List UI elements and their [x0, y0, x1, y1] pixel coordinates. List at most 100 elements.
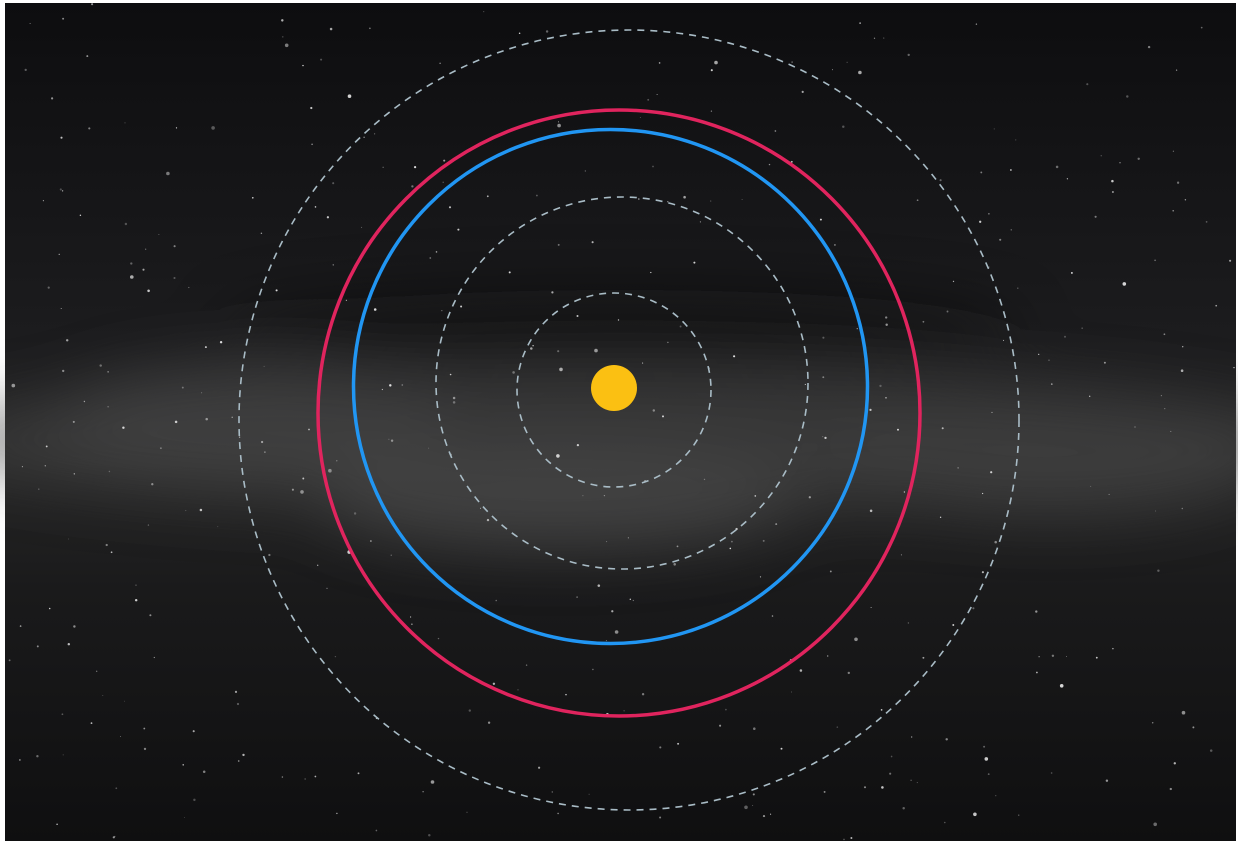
star — [1157, 569, 1160, 572]
star — [430, 780, 435, 784]
star — [185, 510, 187, 512]
star — [824, 436, 827, 440]
star — [771, 615, 774, 617]
star — [733, 355, 736, 358]
star — [413, 165, 417, 169]
star — [1111, 190, 1114, 194]
star — [166, 171, 170, 176]
star — [234, 690, 238, 694]
star — [204, 346, 207, 349]
star — [1112, 647, 1114, 650]
star — [759, 576, 762, 578]
star — [880, 709, 883, 711]
star — [995, 795, 997, 797]
star — [939, 179, 942, 182]
star — [719, 724, 722, 727]
star — [382, 166, 384, 168]
star — [753, 727, 756, 730]
star — [623, 710, 625, 712]
star — [1050, 383, 1053, 385]
star — [441, 310, 443, 312]
star — [632, 599, 634, 602]
star — [944, 821, 946, 824]
star — [594, 348, 598, 353]
star — [314, 775, 317, 778]
star — [237, 760, 240, 762]
star — [202, 770, 206, 774]
star — [429, 257, 432, 259]
star — [422, 791, 424, 793]
star — [988, 266, 990, 268]
star — [205, 417, 208, 421]
star — [65, 339, 69, 342]
star — [238, 436, 241, 438]
star — [435, 251, 438, 253]
star — [922, 656, 925, 659]
star — [829, 570, 832, 573]
star — [870, 607, 872, 608]
star — [1172, 210, 1174, 212]
star — [193, 798, 196, 802]
star — [1151, 722, 1154, 724]
star — [822, 436, 824, 438]
star — [411, 185, 414, 188]
dashed-ring — [516, 292, 712, 488]
star — [357, 772, 360, 775]
star — [153, 656, 155, 659]
star — [710, 200, 712, 202]
star — [302, 477, 305, 480]
star — [588, 793, 590, 795]
star — [1081, 327, 1083, 329]
star — [263, 365, 265, 367]
star — [508, 271, 511, 274]
star — [869, 408, 872, 412]
star — [725, 708, 727, 711]
star — [1070, 271, 1073, 274]
star — [869, 509, 873, 513]
star — [36, 645, 39, 648]
star — [1169, 787, 1172, 791]
star — [24, 68, 27, 72]
star — [945, 738, 948, 741]
star — [452, 401, 456, 404]
star — [1017, 287, 1019, 289]
star — [1066, 656, 1067, 658]
star — [79, 214, 82, 217]
star — [980, 171, 983, 174]
star — [192, 730, 195, 733]
star — [443, 159, 446, 162]
star — [483, 11, 485, 13]
star — [310, 106, 313, 110]
star — [1010, 169, 1012, 171]
star — [854, 637, 858, 642]
star — [1182, 346, 1184, 348]
star — [1050, 772, 1053, 774]
star — [1153, 822, 1157, 827]
star — [991, 411, 993, 413]
star — [389, 384, 392, 387]
star — [1122, 282, 1127, 286]
star — [62, 754, 64, 756]
star — [780, 747, 783, 750]
star — [614, 630, 619, 634]
star — [199, 508, 203, 512]
star — [145, 248, 147, 250]
star — [897, 428, 899, 431]
star — [62, 17, 65, 20]
star — [885, 323, 888, 326]
star — [428, 834, 431, 837]
star — [1055, 165, 1059, 169]
star — [124, 222, 128, 226]
star — [115, 787, 118, 790]
star — [1163, 333, 1166, 336]
star — [1176, 181, 1180, 184]
star — [885, 316, 888, 319]
star — [143, 727, 146, 730]
star — [907, 622, 910, 624]
starfield — [8, 3, 1235, 841]
pink-orbit — [316, 108, 922, 718]
star — [317, 564, 319, 566]
star — [328, 468, 332, 473]
star — [122, 426, 125, 429]
